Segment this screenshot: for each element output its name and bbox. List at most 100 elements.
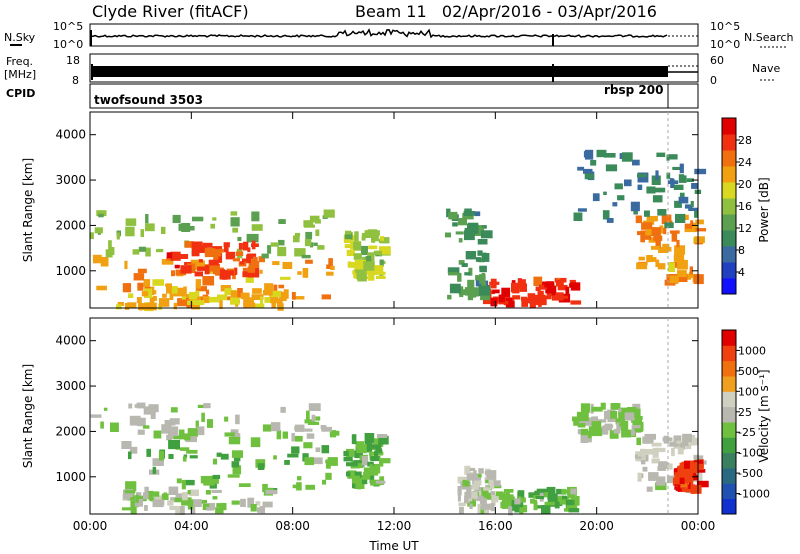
velocity-cell xyxy=(135,494,139,503)
velocity-cell xyxy=(276,430,282,440)
power-cell xyxy=(448,211,458,220)
velocity-cell xyxy=(186,449,198,454)
velocity-cell xyxy=(490,491,496,497)
velocity-cell xyxy=(315,416,321,421)
power-cell xyxy=(467,224,479,234)
nsearch-tick-top: 10^5 xyxy=(710,20,740,33)
cpid-segment-2: rbsp 200 xyxy=(604,83,663,97)
velocity-cell xyxy=(580,428,589,436)
velocity-cell xyxy=(556,488,562,495)
power-cell xyxy=(98,213,104,218)
velocity-cell xyxy=(351,434,357,445)
velocity-cell xyxy=(478,468,484,474)
power-colorbar-tick-label: 8 xyxy=(738,244,745,257)
power-cell xyxy=(370,230,380,236)
power-cell xyxy=(161,226,166,234)
velocity-cell xyxy=(464,495,469,504)
velocity-cell xyxy=(491,495,499,503)
velocity-cell xyxy=(683,440,689,446)
velocity-cell xyxy=(187,499,194,510)
power-cell xyxy=(261,253,269,259)
power-cell xyxy=(492,289,500,294)
velocity-colorbar-tick-label: -500 xyxy=(738,467,763,480)
power-cell xyxy=(128,293,134,298)
velocity-cell xyxy=(591,416,599,421)
velocity-cell xyxy=(488,479,494,487)
velocity-cell xyxy=(215,507,224,514)
velocity-cell xyxy=(369,451,373,457)
power-cell xyxy=(612,202,618,207)
power-cell xyxy=(304,238,312,247)
power-cell xyxy=(481,253,490,262)
velocity-cell xyxy=(534,499,538,510)
velocity-cell xyxy=(327,457,338,466)
power-cell xyxy=(172,214,181,223)
power-colorbar-label: Power [dB] xyxy=(757,177,771,242)
power-cell xyxy=(684,223,696,232)
power-cell xyxy=(278,239,285,246)
power-cell xyxy=(477,250,483,256)
velocity-cell xyxy=(306,433,315,439)
velocity-cell xyxy=(203,403,211,409)
power-cell xyxy=(638,256,645,261)
power-cell xyxy=(309,215,320,223)
power-cell xyxy=(689,271,693,278)
power-cell xyxy=(464,230,475,241)
power-cell xyxy=(666,154,670,161)
velocity-cell xyxy=(480,506,485,514)
power-cell xyxy=(511,282,519,293)
power-colorbar-swatch xyxy=(722,198,736,215)
power-colorbar-tick-label: 28 xyxy=(738,134,752,147)
power-cell xyxy=(294,232,301,237)
power-cell xyxy=(551,292,564,301)
power-cell xyxy=(489,281,500,285)
velocity-cell xyxy=(352,479,356,489)
power-cell xyxy=(212,267,224,275)
nsky-label: N.Sky xyxy=(4,31,36,44)
nsky-tick-bottom: 10^0 xyxy=(53,38,83,51)
power-cell xyxy=(688,207,698,211)
power-cell xyxy=(117,302,124,306)
velocity-cell xyxy=(618,408,622,416)
velocity-cell xyxy=(457,486,462,496)
velocity-cell xyxy=(185,436,197,443)
power-cell xyxy=(304,224,315,228)
power-cell xyxy=(354,231,359,242)
power-cell xyxy=(368,245,378,250)
power-cell xyxy=(645,229,652,236)
power-cell xyxy=(361,235,366,241)
power-cell xyxy=(251,211,260,222)
power-cell xyxy=(191,302,200,310)
power-cell xyxy=(474,227,485,236)
velocity-colorbar-swatch xyxy=(722,437,736,454)
power-cell xyxy=(313,242,318,246)
velocity-colorbar-swatch xyxy=(722,498,736,515)
velocity-cell xyxy=(127,495,136,501)
velocity-cell xyxy=(634,454,642,459)
velocity-cell xyxy=(128,451,132,460)
velocity-colorbar-swatch xyxy=(722,345,736,362)
velocity-cell xyxy=(161,424,172,434)
power-cell xyxy=(127,302,137,308)
velocity-cell xyxy=(287,453,299,458)
velocity-cell xyxy=(224,416,229,422)
velocity-cell xyxy=(648,472,659,481)
velocity-cell xyxy=(640,448,647,454)
power-cell xyxy=(326,271,334,276)
power-cell xyxy=(195,279,201,289)
power-cell xyxy=(577,208,587,212)
velocity-cell xyxy=(631,425,641,429)
velocity-colorbar-swatch xyxy=(722,452,736,469)
velocity-cell xyxy=(311,414,316,422)
velocity-cell xyxy=(191,499,202,507)
velocity-cell xyxy=(207,419,213,428)
velocity-cell xyxy=(202,503,210,511)
velocity-cell xyxy=(169,418,180,425)
power-cell xyxy=(603,191,607,195)
power-cell xyxy=(140,229,144,237)
power-cell xyxy=(188,291,197,300)
velocity-cell xyxy=(175,493,187,499)
velocity-cell xyxy=(142,425,150,429)
velocity-cell xyxy=(376,434,388,438)
